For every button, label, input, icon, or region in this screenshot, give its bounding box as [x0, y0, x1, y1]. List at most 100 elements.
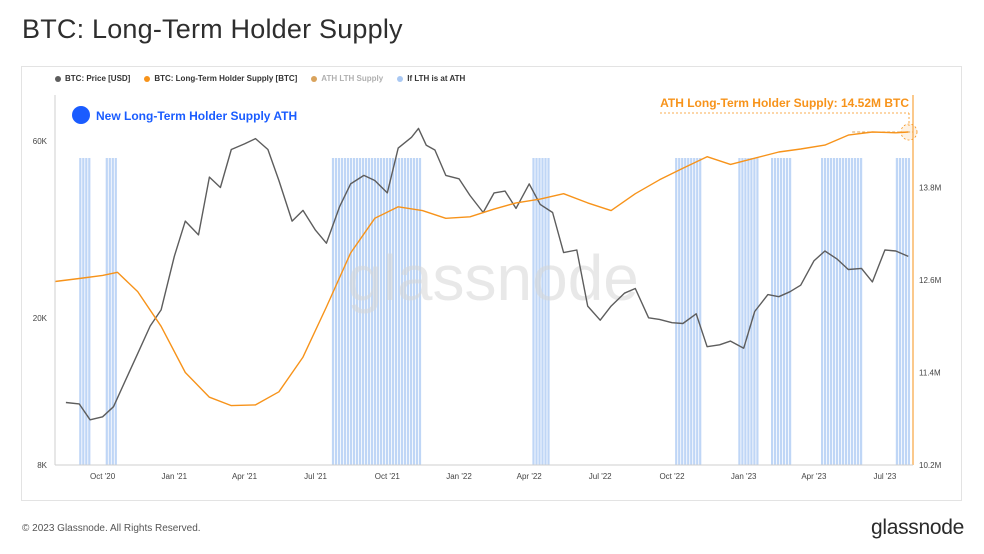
- x-tick-label: Oct '22: [659, 472, 685, 481]
- ath-bar: [349, 158, 353, 465]
- ath-bar: [678, 158, 681, 465]
- ath-bar: [532, 158, 535, 465]
- ath-bar: [358, 158, 362, 465]
- ath-bar: [851, 158, 854, 465]
- ath-bar: [370, 158, 374, 465]
- left-tick-label: 60K: [33, 137, 48, 146]
- ath-bar: [409, 158, 413, 465]
- right-tick-label: 13.8M: [919, 184, 942, 193]
- ath-bar: [373, 158, 377, 465]
- ath-bar: [397, 158, 401, 465]
- ath-bar: [391, 158, 395, 465]
- ath-bar: [400, 158, 404, 465]
- ath-bar: [82, 158, 85, 465]
- ath-bar: [789, 158, 792, 465]
- ath-bar: [406, 158, 410, 465]
- legend-dot-price: [55, 75, 61, 82]
- ath-bar: [547, 158, 550, 465]
- ath-bar: [696, 158, 699, 465]
- axes: [54, 95, 914, 466]
- ath-bar: [361, 158, 365, 465]
- ath-bar: [783, 158, 786, 465]
- ath-bar: [895, 158, 898, 465]
- chart-frame: [21, 66, 962, 501]
- right-tick-label: 11.4M: [919, 369, 941, 378]
- ath-bar: [331, 158, 335, 465]
- ath-bar: [544, 158, 547, 465]
- ath-bar: [79, 158, 82, 465]
- ath-bar: [854, 158, 857, 465]
- legend-label-ath-lth: ATH LTH Supply: [321, 74, 384, 83]
- ath-bar: [675, 158, 678, 465]
- ath-bar: [346, 158, 350, 465]
- legend-item-ath-lth[interactable]: ATH LTH Supply: [311, 74, 383, 83]
- ath-bar: [747, 158, 750, 465]
- x-tick-label: Apr '22: [517, 472, 543, 481]
- ath-bar: [836, 158, 839, 465]
- ath-bar: [412, 158, 416, 465]
- legend-item-lth-supply[interactable]: BTC: Long-Term Holder Supply [BTC]: [144, 74, 297, 83]
- right-tick-label: 10.2M: [919, 461, 942, 470]
- ath-marker-label: New Long-Term Holder Supply ATH: [96, 109, 297, 123]
- ath-bar: [777, 158, 780, 465]
- legend-item-lth-at-ath[interactable]: If LTH is at ATH: [397, 74, 465, 83]
- ath-bar: [780, 158, 783, 465]
- x-tick-label: Jul '23: [873, 472, 896, 481]
- ath-bar: [538, 158, 541, 465]
- x-tick-label: Jul '22: [589, 472, 612, 481]
- ath-bar: [355, 158, 359, 465]
- x-tick-label: Apr '23: [801, 472, 827, 481]
- ath-bar: [830, 158, 833, 465]
- legend-dot-lth-at-ath: [397, 75, 404, 82]
- ath-supply-label: ATH Long-Term Holder Supply: 14.52M BTC: [660, 96, 909, 110]
- ath-bar: [848, 158, 851, 465]
- ath-bar: [343, 158, 347, 465]
- tick-labels: Oct '20 Jan '21 Apr '21 Jul '21 Oct '21 Jan '…: [33, 137, 942, 481]
- watermark: glassnode: [347, 242, 639, 314]
- ath-bar: [741, 158, 744, 465]
- ath-bar: [541, 158, 544, 465]
- ath-bar: [111, 158, 114, 465]
- ath-bar: [845, 158, 848, 465]
- ath-bar: [379, 158, 383, 465]
- ath-bar: [738, 158, 741, 465]
- ath-bar: [904, 158, 907, 465]
- footer-logo: glassnode: [870, 516, 964, 539]
- ath-bar: [352, 158, 356, 465]
- legend-dot-lth-supply: [144, 75, 151, 82]
- ath-bar: [898, 158, 901, 465]
- lth-supply-line: [54, 131, 909, 407]
- left-tick-label: 8K: [37, 461, 47, 470]
- x-tick-label: Jan '23: [731, 472, 757, 481]
- ath-bar: [907, 158, 910, 465]
- right-tick-label: 12.6M: [919, 276, 942, 285]
- ath-bar: [367, 158, 371, 465]
- ath-bar: [901, 158, 904, 465]
- x-tick-label: Jul '21: [304, 472, 327, 481]
- ath-bar: [774, 158, 777, 465]
- ath-highlight-bars: [79, 158, 910, 465]
- ath-bar: [756, 158, 759, 465]
- ath-bar: [860, 158, 863, 465]
- ath-marker-dot: [72, 106, 90, 124]
- ath-bar: [85, 158, 88, 465]
- page-title: BTC: Long-Term Holder Supply: [22, 14, 403, 44]
- lth-supply-series: [54, 131, 909, 407]
- ath-bar: [827, 158, 830, 465]
- ath-bar: [382, 158, 386, 465]
- x-tick-label: Oct '20: [90, 472, 116, 481]
- legend-item-price[interactable]: BTC: Price [USD]: [55, 74, 130, 83]
- x-tick-label: Apr '21: [232, 472, 258, 481]
- ath-bar: [824, 158, 827, 465]
- ath-supply-highlight-circle: [900, 123, 918, 141]
- ath-bar: [415, 158, 419, 465]
- chart-legend: BTC: Price [USD] BTC: Long-Term Holder S…: [55, 74, 465, 83]
- ath-bar: [681, 158, 684, 465]
- ath-bar: [388, 158, 392, 465]
- ath-bar: [334, 158, 338, 465]
- ath-bar: [744, 158, 747, 465]
- legend-label-lth-at-ath: If LTH is at ATH: [407, 74, 466, 83]
- x-tick-label: Jan '21: [162, 472, 188, 481]
- ath-bar: [364, 158, 368, 465]
- ath-bar: [114, 158, 117, 465]
